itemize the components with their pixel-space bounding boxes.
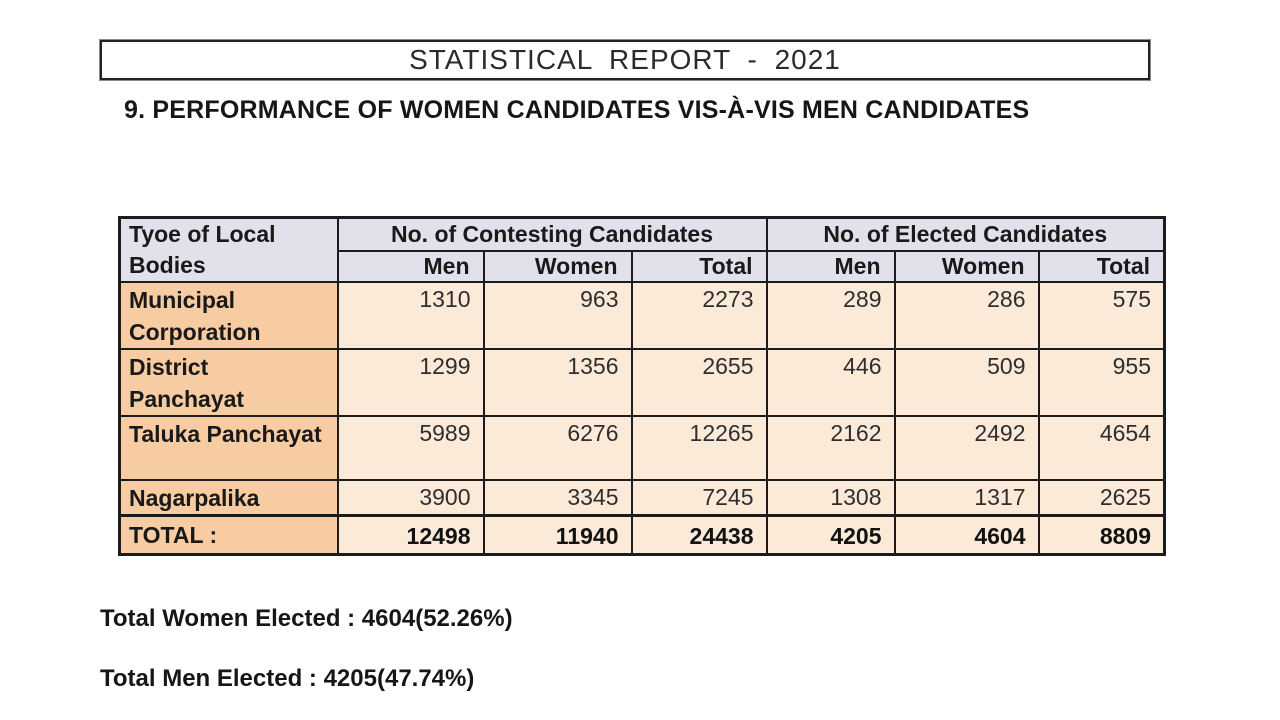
statistics-table: Tyoe of Local Bodies No. of Contesting C… xyxy=(118,216,1166,556)
total-value-cell: 4604 xyxy=(893,514,1040,556)
row-label: Taluka Panchayat xyxy=(118,415,339,481)
value-cell: 1356 xyxy=(482,348,633,417)
table-row: Nagarpalika 3900 3345 7245 1308 1317 262… xyxy=(118,479,1166,517)
value-cell: 3900 xyxy=(336,479,485,517)
row-label: Nagarpalika xyxy=(118,479,339,517)
total-value-cell: 11940 xyxy=(482,514,633,556)
column-header-elected-men: Men xyxy=(765,249,896,284)
column-header-elected-total: Total xyxy=(1037,249,1166,284)
value-cell: 1310 xyxy=(336,281,485,350)
header-sub-row: Men Women Total Men Women Total xyxy=(120,249,1166,284)
value-cell: 446 xyxy=(765,348,896,417)
report-title: STATISTICAL REPORT - 2021 xyxy=(409,44,841,75)
column-header-elected-women: Women xyxy=(893,249,1040,284)
table-row: Taluka Panchayat 5989 6276 12265 2162 24… xyxy=(118,415,1166,481)
value-cell: 3345 xyxy=(482,479,633,517)
section-heading: 9. PERFORMANCE OF WOMEN CANDIDATES VIS-À… xyxy=(124,96,1030,124)
row-label: Municipal Corporation xyxy=(118,281,339,350)
total-row-label: TOTAL : xyxy=(118,514,339,556)
value-cell: 575 xyxy=(1037,281,1166,350)
value-cell: 5989 xyxy=(336,415,485,481)
column-group-elected: No. of Elected Candidates xyxy=(765,216,1166,252)
column-header-contesting-women: Women xyxy=(482,249,633,284)
value-cell: 963 xyxy=(482,281,633,350)
value-cell: 2492 xyxy=(893,415,1040,481)
total-row: TOTAL : 12498 11940 24438 4205 4604 8809 xyxy=(118,514,1166,556)
table-header: Tyoe of Local Bodies No. of Contesting C… xyxy=(118,216,1166,284)
value-cell: 1308 xyxy=(765,479,896,517)
total-value-cell: 12498 xyxy=(336,514,485,556)
column-header-contesting-total: Total xyxy=(630,249,768,284)
total-value-cell: 4205 xyxy=(765,514,896,556)
value-cell: 289 xyxy=(765,281,896,350)
column-header-local-bodies: Tyoe of Local Bodies xyxy=(118,216,339,283)
report-title-box: STATISTICAL REPORT - 2021 xyxy=(100,40,1150,80)
column-group-contesting: No. of Contesting Candidates xyxy=(336,216,768,252)
value-cell: 12265 xyxy=(630,415,768,481)
value-cell: 4654 xyxy=(1037,415,1166,481)
value-cell: 509 xyxy=(893,348,1040,417)
total-women-elected-note: Total Women Elected : 4604(52.26%) xyxy=(100,605,513,632)
value-cell: 6276 xyxy=(482,415,633,481)
header-group-row: Tyoe of Local Bodies No. of Contesting C… xyxy=(118,216,1166,283)
value-cell: 7245 xyxy=(630,479,768,517)
value-cell: 2655 xyxy=(630,348,768,417)
table-row: District Panchayat 1299 1356 2655 446 50… xyxy=(118,348,1166,417)
value-cell: 1299 xyxy=(336,348,485,417)
total-men-elected-note: Total Men Elected : 4205(47.74%) xyxy=(100,665,475,692)
value-cell: 2625 xyxy=(1037,479,1166,517)
value-cell: 2162 xyxy=(765,415,896,481)
value-cell: 286 xyxy=(893,281,1040,350)
value-cell: 2273 xyxy=(630,281,768,350)
value-cell: 1317 xyxy=(893,479,1040,517)
column-header-contesting-men: Men xyxy=(336,249,485,284)
table-row: Municipal Corporation 1310 963 2273 289 … xyxy=(118,281,1166,350)
row-label: District Panchayat xyxy=(118,348,339,417)
total-value-cell: 24438 xyxy=(630,514,768,556)
value-cell: 955 xyxy=(1037,348,1166,417)
total-value-cell: 8809 xyxy=(1037,514,1166,556)
